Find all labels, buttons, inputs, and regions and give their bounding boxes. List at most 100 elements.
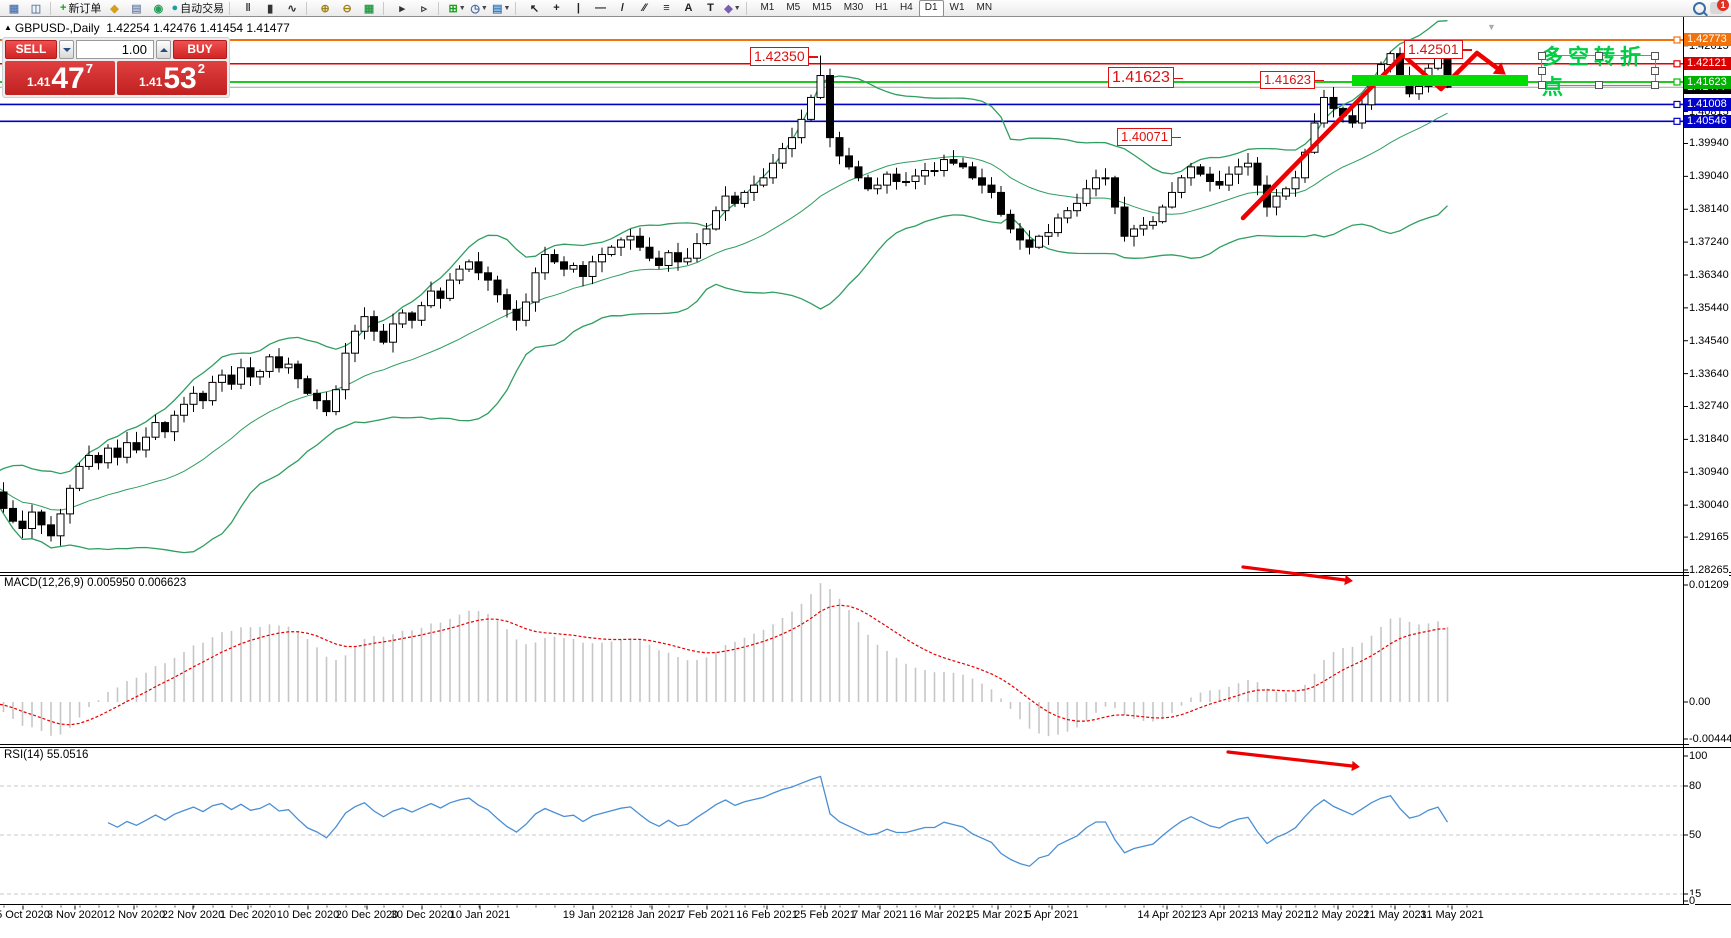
volume-increase-button[interactable] bbox=[156, 40, 171, 59]
text-icon[interactable]: A bbox=[677, 0, 699, 17]
selection-handle[interactable] bbox=[1594, 81, 1603, 89]
fibonacci-icon[interactable]: ≡ bbox=[655, 0, 677, 17]
equidistant-channel-icon[interactable]: ⁄⁄ bbox=[633, 0, 655, 17]
macd-trend-arrow bbox=[1241, 565, 1347, 582]
candle-body bbox=[218, 374, 226, 383]
toolbar: ▦ ◫ + 新订单 ◆ ▤ ◉ ● 自动交易 ‖ ▮ ∿ ⊕ ⊖ ▦ ▸ ▹ ⊞ ▼ ◷ ▼ ▤ ▼ ↖ + | — / ⁄⁄ ≡ A T ◆ ▼… bbox=[0, 0, 1731, 17]
auto-scroll-icon[interactable]: ▸ bbox=[391, 0, 413, 17]
price-callout-label[interactable]: 1.42501 bbox=[1404, 40, 1472, 59]
period-icon[interactable]: ◷ ▼ bbox=[468, 0, 490, 17]
sell-price[interactable]: 1.41 47 7 bbox=[5, 61, 115, 95]
horizontal-line-icon[interactable]: — bbox=[589, 0, 611, 17]
data-window-icon[interactable]: ◫ bbox=[25, 0, 47, 17]
buy-button[interactable]: BUY bbox=[173, 40, 227, 59]
candle-body bbox=[949, 159, 958, 164]
timeframe-m15[interactable]: M15 bbox=[812, 1, 832, 13]
candle-body bbox=[959, 162, 967, 168]
notifications-icon[interactable]: 1 bbox=[1710, 0, 1729, 14]
volume-decrease-button[interactable] bbox=[59, 40, 74, 59]
selection-handle[interactable] bbox=[1651, 52, 1659, 60]
candle-body bbox=[398, 312, 407, 325]
market-watch-icon: ◆ bbox=[110, 2, 119, 15]
search-icon[interactable] bbox=[1693, 1, 1706, 15]
timeframe-m1[interactable]: M1 bbox=[760, 1, 775, 13]
autotrading-icon[interactable]: ● 自动交易 bbox=[169, 0, 226, 17]
candle-body bbox=[1025, 239, 1034, 248]
crosshair-icon[interactable]: + bbox=[545, 0, 567, 17]
crosshair-icon: + bbox=[553, 2, 560, 14]
selection-handle[interactable] bbox=[1538, 66, 1546, 75]
selection-handle[interactable] bbox=[1651, 81, 1659, 89]
tile-windows-icon[interactable]: ▦ bbox=[358, 0, 380, 17]
price-callout-label[interactable]: 1.42350 bbox=[750, 47, 818, 66]
date-axis-label: 30 Dec 2020 bbox=[390, 909, 454, 921]
timeframe-w1[interactable]: W1 bbox=[949, 1, 965, 13]
price-callout-label[interactable]: 1.40071 bbox=[1117, 128, 1181, 146]
timeframe-d1[interactable]: D1 bbox=[918, 0, 944, 17]
timeframe-m30[interactable]: M30 bbox=[843, 1, 864, 13]
candle-body bbox=[1282, 188, 1290, 197]
candle-body bbox=[123, 442, 131, 458]
candle-body bbox=[275, 356, 283, 369]
buy-price[interactable]: 1.41 53 2 bbox=[117, 61, 227, 95]
vertical-line-icon[interactable]: | bbox=[567, 0, 589, 17]
candle-body bbox=[1168, 191, 1176, 208]
selection-handle[interactable] bbox=[1651, 66, 1659, 75]
candle-body bbox=[379, 330, 388, 343]
zoom-out-icon[interactable]: ⊖ bbox=[336, 0, 358, 17]
timeframe-h4[interactable]: H4 bbox=[899, 1, 913, 13]
candle-body bbox=[1177, 177, 1186, 193]
zoom-in-icon[interactable]: ⊕ bbox=[314, 0, 336, 17]
price-zigzag-arrow bbox=[1240, 50, 1500, 221]
macd-indicator-label: MACD(12,26,9) 0.005950 0.006623 bbox=[4, 577, 187, 589]
candle-body bbox=[332, 389, 340, 413]
signals-icon[interactable]: ◉ bbox=[147, 0, 169, 17]
price-callout-label[interactable]: 1.41623 bbox=[1260, 71, 1324, 89]
candle-body bbox=[132, 442, 141, 451]
timeframe-mn[interactable]: MN bbox=[976, 1, 993, 13]
candle-body bbox=[1044, 232, 1053, 237]
timeframe-m5[interactable]: M5 bbox=[786, 1, 801, 13]
trendline-icon[interactable]: / bbox=[611, 0, 633, 17]
market-watch-icon[interactable]: ◆ bbox=[103, 0, 125, 17]
volume-input[interactable]: 1.00 bbox=[76, 40, 154, 59]
candle-body bbox=[113, 447, 122, 458]
text-label-icon[interactable]: T bbox=[699, 0, 721, 17]
arrows-icon[interactable]: ◆ ▼ bbox=[721, 0, 743, 17]
selection-handle[interactable] bbox=[1538, 52, 1546, 60]
new-order-icon[interactable]: + 新订单 bbox=[58, 0, 103, 17]
chart-window-icon[interactable]: ▦ bbox=[3, 0, 25, 17]
bollinger-lower-band bbox=[0, 205, 1448, 554]
template-icon[interactable]: ▤ ▼ bbox=[490, 0, 512, 17]
candle-body bbox=[1234, 166, 1243, 175]
fibonacci-icon: ≡ bbox=[663, 2, 670, 14]
macd-axis-label: 0.00 bbox=[1689, 696, 1711, 708]
buy-price-small: 1.41 bbox=[139, 75, 163, 89]
candle-body bbox=[788, 137, 796, 150]
candle-body bbox=[142, 436, 150, 451]
add-indicator-icon[interactable]: ⊞ ▼ bbox=[446, 0, 468, 17]
chart-shift-marker-icon[interactable]: ▼ bbox=[1487, 22, 1496, 32]
date-axis-label: 3 May 2021 bbox=[1252, 909, 1310, 921]
candle-body bbox=[892, 173, 901, 182]
price-callout-label[interactable]: 1.41623 bbox=[1108, 67, 1183, 89]
support-zone-band[interactable] bbox=[1352, 75, 1528, 86]
selection-handle[interactable] bbox=[1594, 52, 1603, 60]
candlestick-chart-icon[interactable]: ▮ bbox=[259, 0, 281, 17]
sell-button[interactable]: SELL bbox=[5, 40, 57, 59]
cursor-icon[interactable]: ↖ bbox=[523, 0, 545, 17]
selection-handle[interactable] bbox=[1538, 81, 1546, 89]
line-chart-icon[interactable]: ∿ bbox=[281, 0, 303, 17]
chart-shift-icon[interactable]: ▹ bbox=[413, 0, 435, 17]
date-axis-label: 5 Oct 2020 bbox=[0, 909, 50, 921]
candle-body bbox=[522, 301, 530, 321]
terminal-icon[interactable]: ▤ bbox=[125, 0, 147, 17]
candle-body bbox=[1358, 104, 1366, 124]
collapse-arrow-icon[interactable]: ▲ bbox=[4, 23, 12, 32]
candle-body bbox=[1225, 173, 1233, 186]
date-axis-label: 7 Mar 2021 bbox=[852, 909, 908, 921]
timeframe-h1[interactable]: H1 bbox=[875, 1, 888, 13]
bar-chart-icon[interactable]: ‖ bbox=[237, 0, 259, 17]
toolbar-separator bbox=[746, 1, 751, 15]
